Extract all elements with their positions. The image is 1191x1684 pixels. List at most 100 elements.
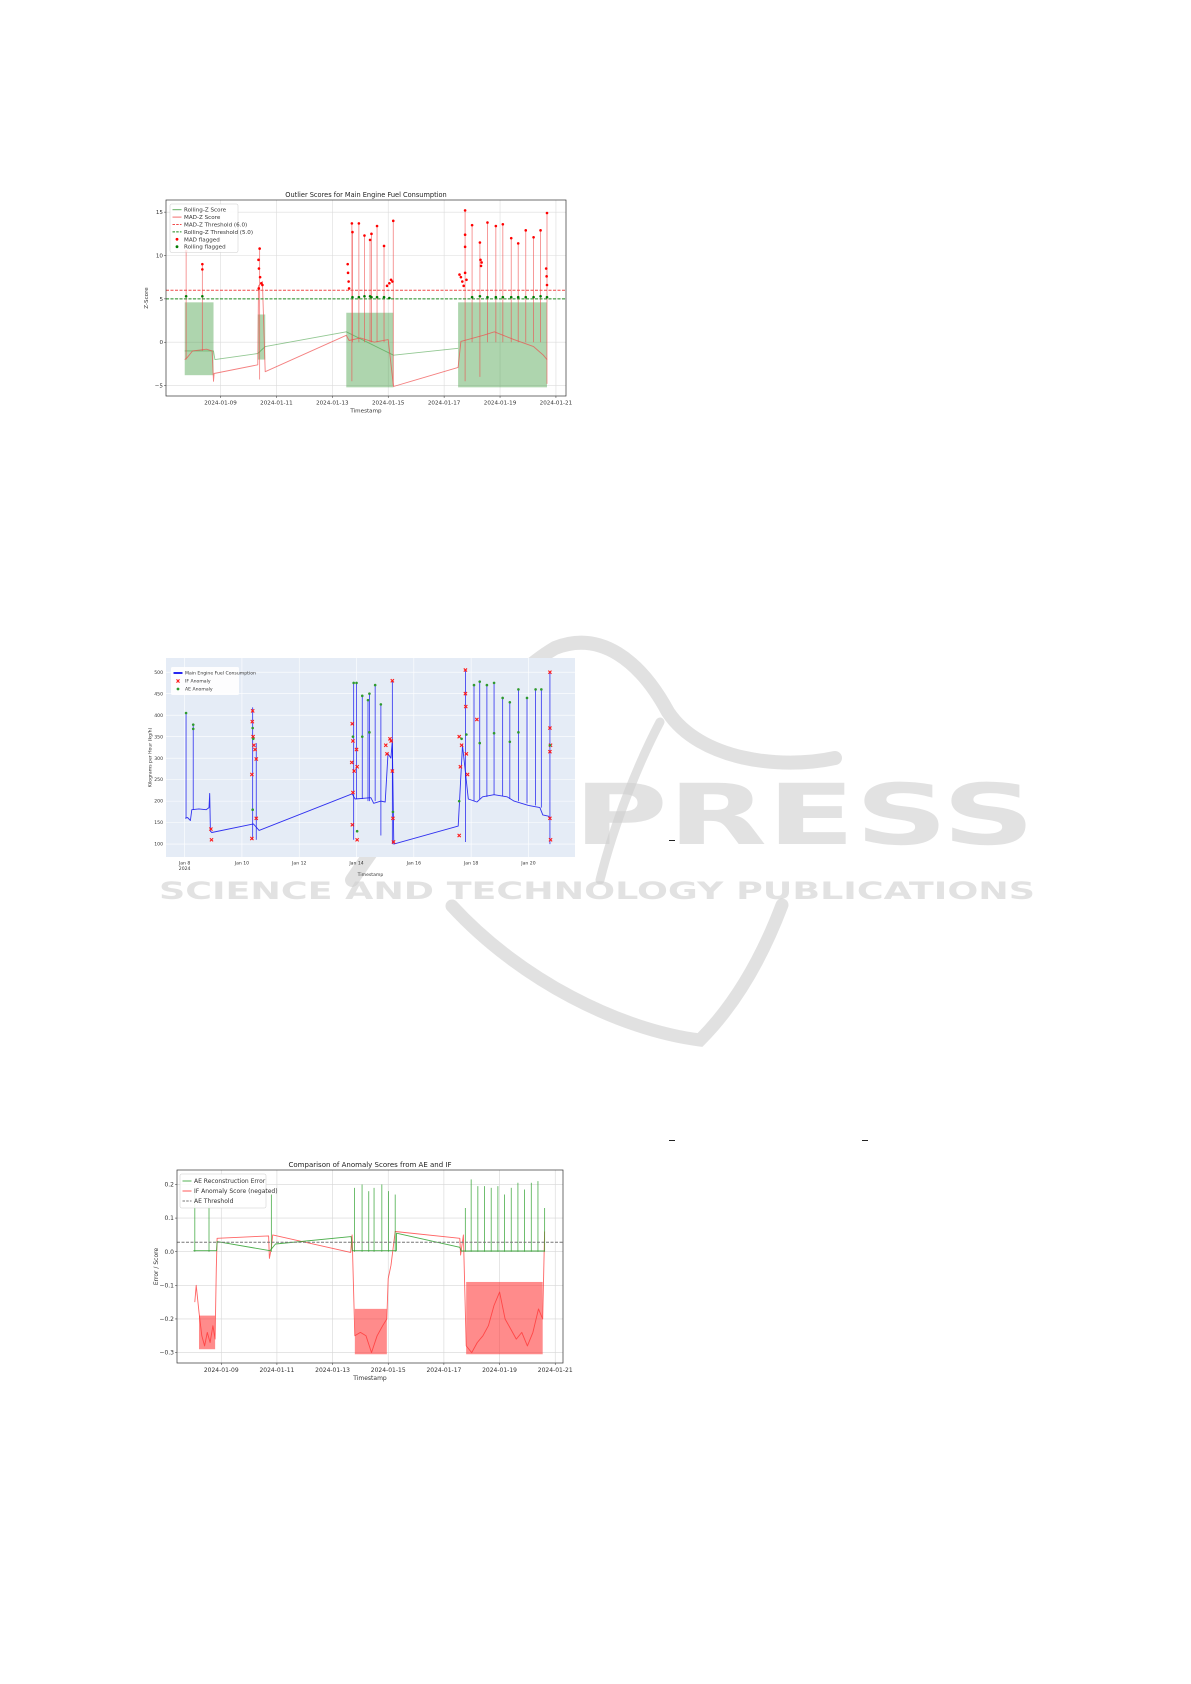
x-tick-label: Jan 8 [178, 861, 191, 867]
data-point-marker [347, 280, 350, 283]
data-point-marker [258, 275, 262, 279]
data-point-marker [463, 245, 467, 249]
data-point-marker [480, 261, 483, 264]
data-point-marker [208, 827, 213, 832]
data-point-marker [472, 683, 476, 687]
x-tick-sublabel: 2024 [179, 866, 191, 872]
data-point-marker [391, 280, 394, 283]
data-point-marker [547, 670, 552, 675]
y-tick-label: −0.3 [159, 1350, 174, 1357]
data-point-marker [366, 698, 370, 702]
y-tick-label: −0.2 [159, 1316, 174, 1323]
x-tick-label: 2024-01-15 [372, 401, 405, 407]
data-point-marker [357, 222, 361, 225]
data-point-marker [363, 234, 366, 237]
data-point-marker [478, 741, 482, 745]
data-point-marker [459, 275, 463, 279]
data-point-marker [209, 837, 214, 842]
data-point-marker [390, 816, 395, 821]
data-point-marker [390, 678, 395, 683]
series-noise-band [354, 1308, 387, 1355]
data-point-marker [357, 295, 361, 299]
x-tick-label: 2024-01-13 [315, 1367, 350, 1374]
x-tick-label: 2024-01-15 [371, 1367, 406, 1374]
data-point-marker [254, 816, 259, 821]
data-point-marker [184, 294, 188, 298]
data-point-marker [251, 737, 255, 741]
data-point-marker [540, 688, 543, 691]
data-point-marker [352, 769, 357, 774]
stray-dash-mark [862, 1140, 868, 1141]
x-tick-label: 2024-01-19 [482, 1367, 517, 1374]
legend-entry-label: Rolling-Z Threshold (5.0) [184, 230, 253, 236]
series-line [184, 331, 459, 361]
x-tick-label: 2024-01-21 [538, 1367, 573, 1374]
data-point-marker [463, 691, 468, 696]
plot-marks [166, 209, 566, 388]
data-point-marker [355, 681, 358, 685]
data-point-marker [517, 731, 520, 734]
data-point-marker [534, 688, 537, 691]
y-tick-label: 350 [154, 734, 163, 740]
legend-entry-label: MAD flagged [184, 237, 220, 243]
data-point-marker [349, 760, 354, 765]
data-point-marker [257, 287, 261, 290]
data-point-marker [370, 232, 373, 236]
legend-entry-label: MAD-Z Threshold (6.0) [184, 222, 247, 228]
x-axis-label: Timestamp [352, 1375, 387, 1382]
legend-entry-label: IF Anomaly [185, 679, 211, 685]
data-point-marker [191, 723, 195, 726]
data-point-marker [261, 283, 264, 287]
data-point-marker [388, 296, 391, 300]
data-point-marker [350, 222, 354, 225]
data-point-marker [368, 731, 371, 734]
data-point-marker [464, 751, 469, 756]
data-point-marker [379, 703, 383, 706]
x-tick-label: 2024-01-17 [428, 401, 461, 407]
legend-x-icon [176, 679, 180, 683]
y-tick-label: 0 [159, 340, 163, 346]
data-point-marker [184, 711, 188, 715]
data-point-marker [363, 294, 366, 298]
x-tick-label: Jan 16 [406, 861, 421, 867]
data-point-marker [501, 696, 504, 700]
data-point-marker [470, 223, 474, 227]
data-point-marker [508, 740, 512, 744]
data-point-marker [486, 295, 489, 299]
data-point-marker [389, 738, 394, 743]
data-point-marker [492, 681, 496, 685]
legend-swatch [175, 245, 179, 249]
data-point-marker [479, 258, 482, 262]
data-point-marker [532, 235, 535, 239]
data-point-marker [465, 772, 470, 777]
data-point-marker [250, 708, 255, 713]
data-point-marker [548, 743, 552, 747]
y-tick-label: 10 [156, 253, 164, 259]
data-point-marker [486, 221, 489, 224]
x-tick-label: 2024-01-09 [204, 1367, 239, 1374]
legend-entry-label: IF Anomaly Score (negated) [194, 1188, 278, 1195]
y-tick-label: −0.1 [159, 1282, 174, 1289]
data-point-marker [251, 743, 256, 748]
data-point-marker [382, 244, 386, 248]
data-point-marker [457, 799, 461, 803]
x-tick-label: Jan 14 [348, 861, 363, 867]
outlier-scores-chart: 2024-01-09 2024-01-11 2024-01-13 2024-01-15… [144, 191, 573, 414]
plot-marks [184, 668, 553, 845]
legend-marker-icon [175, 237, 179, 241]
data-point-marker [350, 738, 355, 743]
data-point-marker [350, 822, 355, 827]
y-tick-label: 0.2 [164, 1182, 174, 1189]
legend-entry-label: Rolling-Z Score [184, 208, 227, 214]
x-tick-label: Jan 12 [291, 861, 306, 867]
data-point-marker [509, 236, 513, 240]
data-point-marker [545, 295, 549, 299]
data-point-marker [350, 721, 355, 726]
data-point-marker [465, 733, 468, 736]
y-axis-label: Kilograms per Hour (kg/h) [147, 728, 153, 788]
legend-box [169, 203, 239, 253]
y-tick-label: 450 [154, 691, 163, 697]
y-tick-label: 200 [154, 799, 163, 805]
